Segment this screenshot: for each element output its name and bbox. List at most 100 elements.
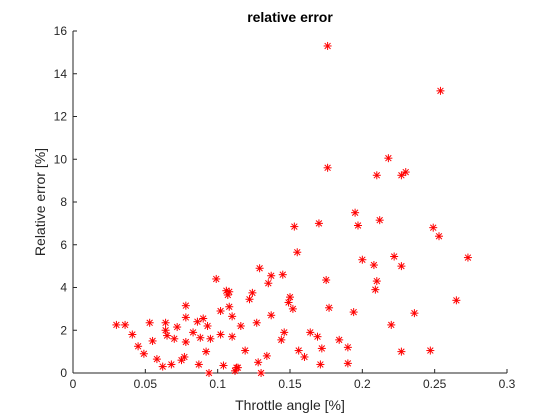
data-point	[267, 311, 276, 320]
y-tick-label: 2	[60, 323, 67, 337]
data-point	[262, 351, 271, 360]
data-point	[335, 335, 344, 344]
data-point	[343, 343, 352, 352]
data-point	[280, 328, 289, 337]
data-point	[219, 361, 228, 370]
data-point	[180, 352, 189, 361]
data-point	[264, 279, 273, 288]
y-tick-label: 16	[54, 24, 68, 38]
data-point	[325, 303, 334, 312]
y-tick-label: 0	[60, 366, 67, 380]
data-point	[284, 298, 293, 307]
data-point	[225, 302, 234, 311]
data-point	[189, 328, 198, 337]
data-point	[322, 276, 331, 285]
data-point	[145, 318, 154, 327]
data-point	[170, 334, 179, 343]
data-point	[194, 360, 203, 369]
y-axis-label: Relative error [%]	[32, 148, 48, 256]
data-point	[148, 336, 157, 345]
data-point	[369, 261, 378, 270]
data-point	[203, 321, 212, 330]
data-point	[225, 287, 234, 296]
data-point	[228, 332, 237, 341]
data-point	[323, 41, 332, 50]
data-point	[294, 346, 303, 355]
data-points	[112, 41, 472, 377]
x-tick-label: 0.15	[278, 377, 302, 391]
x-tick-label: 0.2	[354, 377, 371, 391]
data-point	[112, 320, 121, 329]
data-point	[452, 296, 461, 305]
data-point	[300, 352, 309, 361]
data-point	[463, 253, 472, 262]
x-tick-label: 0.1	[209, 377, 226, 391]
data-point	[181, 301, 190, 310]
data-point	[358, 255, 367, 264]
plot-area	[73, 31, 507, 373]
data-point	[397, 347, 406, 356]
data-point	[254, 358, 263, 367]
data-point	[401, 168, 410, 177]
data-point	[353, 221, 362, 230]
data-point	[233, 363, 242, 372]
data-point	[173, 323, 182, 332]
data-point	[426, 346, 435, 355]
data-point	[212, 274, 221, 283]
data-point	[248, 288, 257, 297]
data-point	[410, 309, 419, 318]
data-point	[372, 277, 381, 286]
x-axis-label: Throttle angle [%]	[235, 397, 345, 413]
data-point	[121, 320, 130, 329]
data-point	[181, 338, 190, 347]
x-tick-label: 0.05	[134, 377, 158, 391]
data-point	[314, 219, 323, 228]
data-point	[371, 285, 380, 294]
data-point	[204, 369, 213, 377]
data-point	[397, 262, 406, 271]
data-point	[286, 293, 294, 302]
y-axis-ticks: 0 2 4 6 8 10 12 14 16	[54, 24, 77, 380]
data-point	[236, 321, 245, 330]
data-point	[228, 312, 237, 321]
data-point	[349, 308, 358, 317]
x-tick-label: 0	[70, 377, 77, 391]
data-point	[216, 307, 225, 316]
data-point	[206, 334, 215, 343]
data-point	[199, 314, 208, 323]
data-point	[290, 222, 299, 231]
y-tick-label: 12	[54, 110, 68, 124]
data-point	[436, 86, 445, 95]
y-tick-label: 8	[60, 195, 67, 209]
data-point	[134, 342, 143, 351]
data-point	[372, 171, 381, 180]
data-point	[139, 349, 148, 358]
data-point	[323, 163, 332, 172]
data-point	[167, 360, 176, 369]
data-point	[277, 335, 286, 344]
data-point	[202, 347, 211, 356]
y-tick-label: 10	[54, 152, 68, 166]
data-point	[267, 271, 276, 280]
data-point	[181, 313, 190, 322]
data-point	[397, 171, 406, 180]
data-point	[245, 295, 254, 304]
data-point	[152, 355, 161, 364]
data-point	[216, 330, 225, 339]
data-point	[158, 362, 167, 371]
data-point	[193, 317, 202, 326]
data-point	[163, 331, 172, 340]
data-point	[288, 304, 297, 313]
y-tick-label: 14	[54, 67, 68, 81]
data-point	[384, 154, 393, 163]
data-point	[252, 318, 261, 327]
x-axis-ticks: 0 0.05 0.1 0.15 0.2 0.25 0.3	[70, 369, 516, 391]
data-point	[128, 330, 137, 339]
x-tick-label: 0.25	[423, 377, 447, 391]
data-point	[278, 270, 287, 279]
data-point	[257, 369, 266, 377]
data-point	[161, 318, 170, 327]
data-point	[317, 344, 326, 353]
data-point	[161, 326, 170, 335]
